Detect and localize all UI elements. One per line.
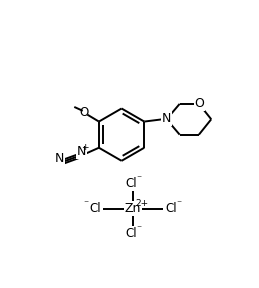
Text: 2+: 2+ [136, 199, 149, 208]
Text: N: N [55, 152, 64, 165]
Text: ⁻: ⁻ [84, 200, 89, 210]
Text: Zn: Zn [125, 202, 141, 215]
Text: N: N [76, 145, 86, 158]
Text: ⁻: ⁻ [176, 200, 181, 210]
Text: Cl: Cl [126, 177, 137, 190]
Text: Cl: Cl [90, 202, 101, 215]
Text: +: + [81, 143, 89, 152]
Text: Cl: Cl [126, 228, 137, 240]
Text: N: N [162, 112, 171, 125]
Text: ⁻: ⁻ [137, 224, 142, 234]
Text: O: O [195, 97, 205, 110]
Text: ⁻: ⁻ [137, 174, 142, 184]
Text: Cl: Cl [165, 202, 177, 215]
Text: O: O [80, 106, 89, 119]
